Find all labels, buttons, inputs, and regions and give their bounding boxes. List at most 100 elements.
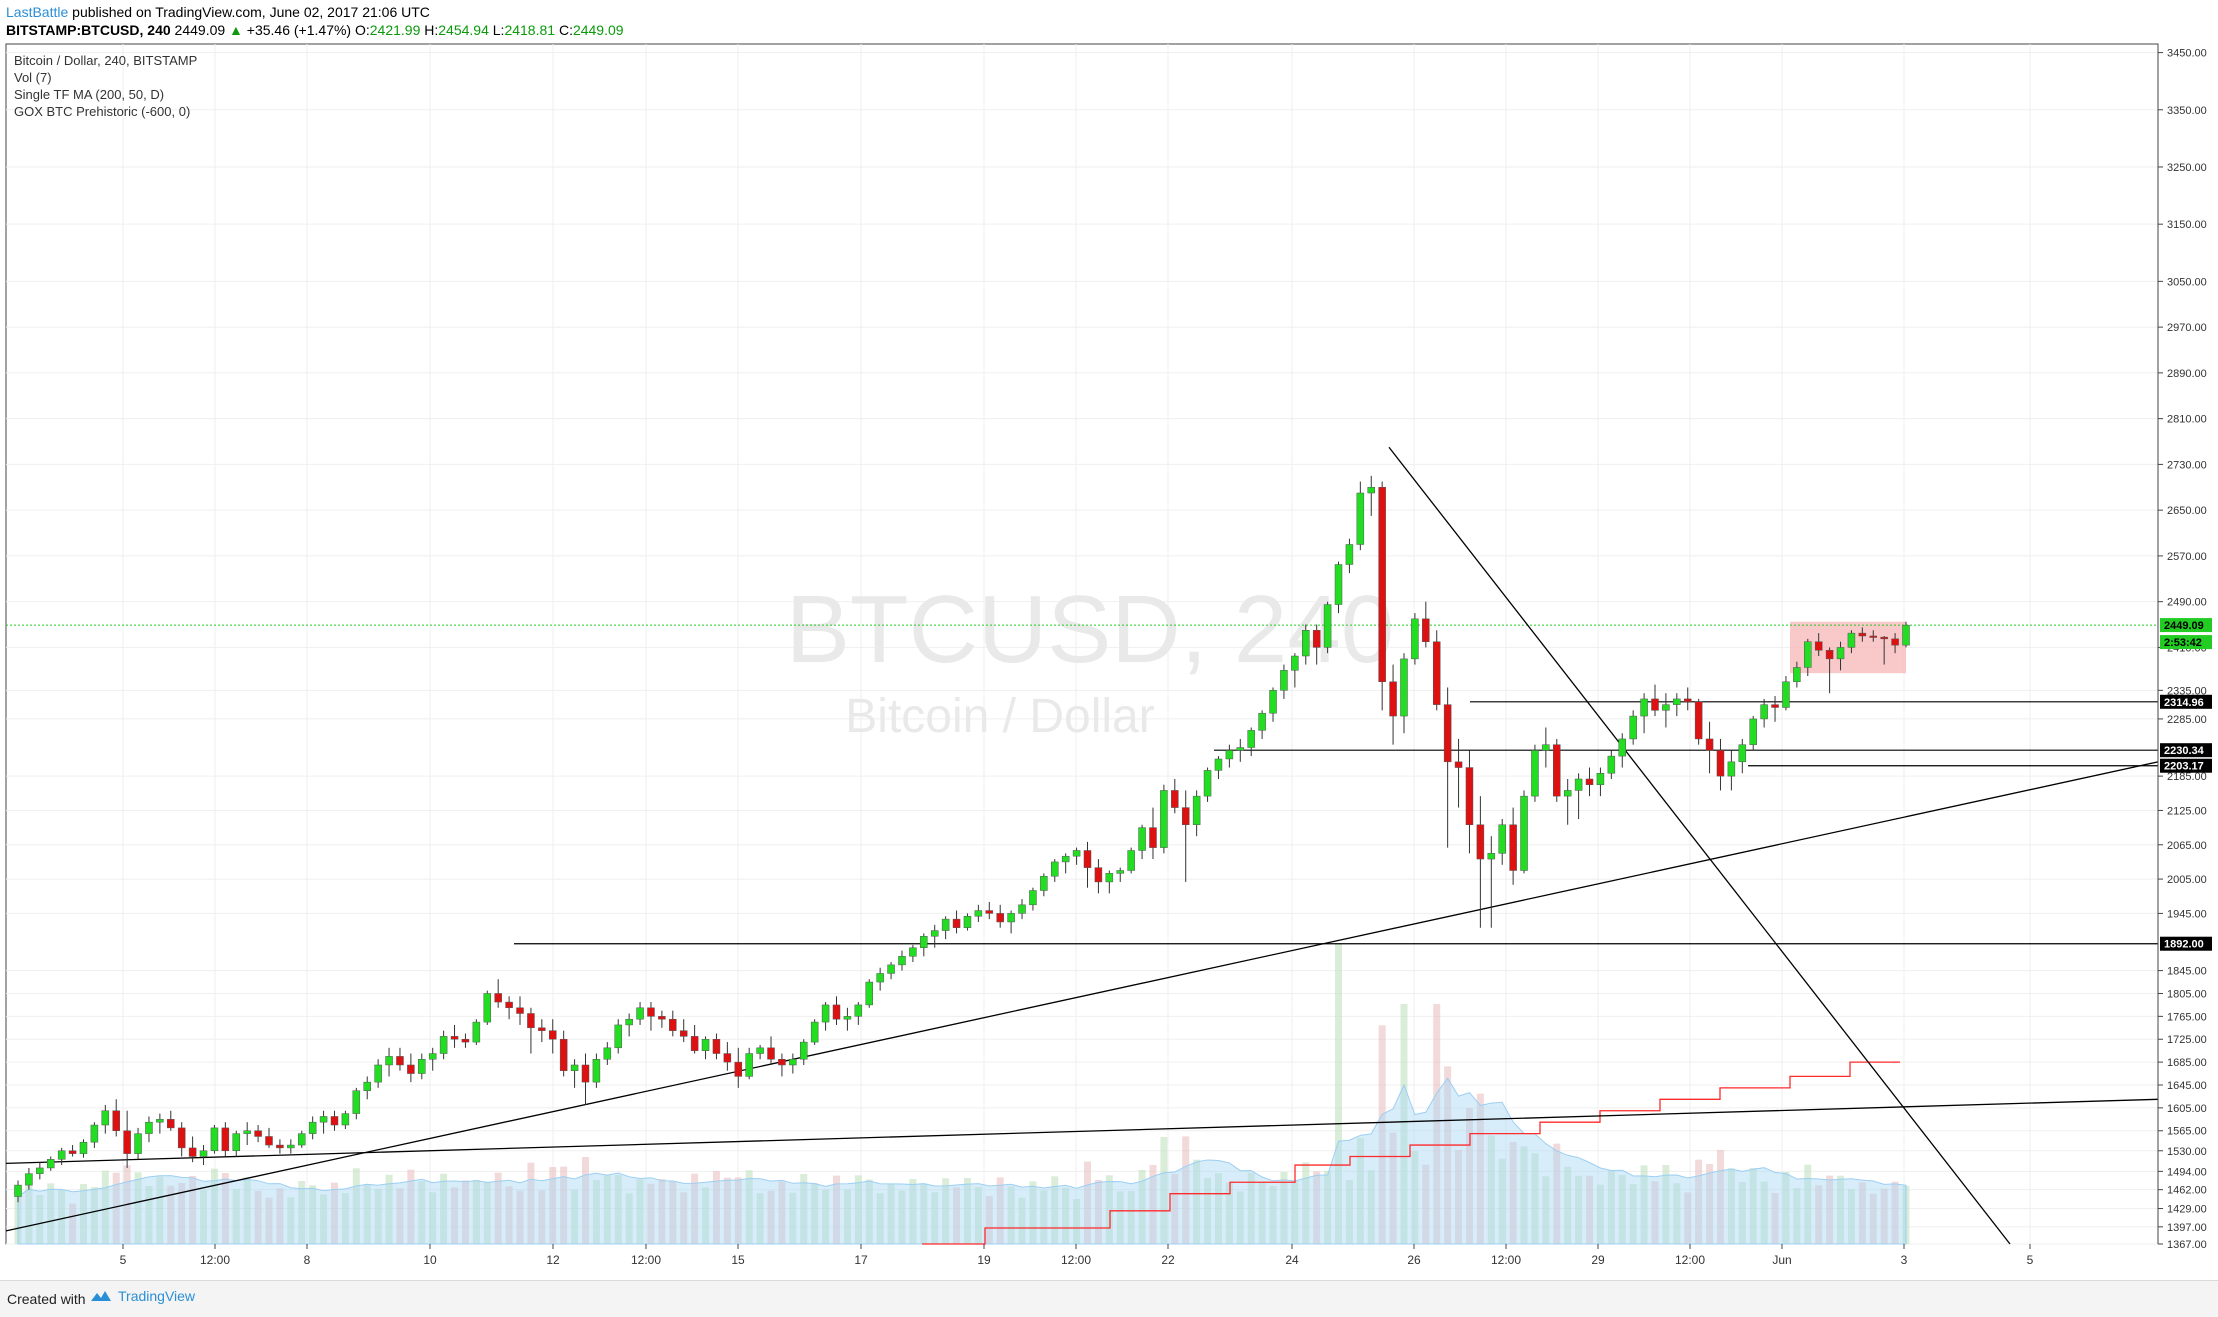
candle-body [68, 1150, 77, 1154]
volume-bar [1171, 1174, 1179, 1244]
tradingview-link[interactable]: TradingView [90, 1288, 195, 1306]
volume-bar [1520, 1146, 1528, 1244]
price-chart[interactable]: BTCUSD, 240 Bitcoin / Dollar 3450.00 3350… [0, 42, 2218, 1280]
candle-body [483, 993, 492, 1023]
candle-body [1083, 850, 1092, 868]
volume-bar [614, 1175, 622, 1244]
volume-bar [1444, 1066, 1452, 1244]
time-tick-label: 29 [1591, 1253, 1605, 1267]
candle-body [1804, 641, 1812, 668]
price-tick-label: 3450.00 [2167, 48, 2207, 60]
candle-body [1345, 544, 1354, 565]
candle-body [1662, 704, 1670, 711]
volume-bar [680, 1192, 688, 1244]
volume-bar [1433, 1004, 1441, 1244]
candle-body [1509, 824, 1517, 871]
volume-bar [1084, 1161, 1092, 1244]
volume-bar [1542, 1176, 1550, 1244]
candle-body [112, 1110, 120, 1131]
volume-bar [36, 1195, 44, 1244]
candle-body [778, 1059, 786, 1066]
candle-body [712, 1038, 721, 1054]
candle-body [996, 913, 1004, 923]
candlesticks [14, 475, 1910, 1203]
candle-body [756, 1047, 764, 1054]
price-tick-label: 2490.00 [2167, 597, 2207, 609]
legend-gox: GOX BTC Prehistoric (-600, 0) [14, 104, 190, 119]
volume-bar [90, 1187, 98, 1244]
chart-canvas[interactable]: BTCUSD, 240 Bitcoin / Dollar 3450.00 3350… [0, 42, 2218, 1280]
candle-body [1367, 487, 1375, 494]
candle-body [985, 910, 994, 914]
candle-body [243, 1130, 251, 1134]
legend-title: Bitcoin / Dollar, 240, BITSTAMP [14, 53, 197, 68]
volume-bar [330, 1182, 338, 1244]
volume-bar [1673, 1183, 1681, 1244]
author-link[interactable]: LastBattle [6, 4, 69, 20]
volume-bar [200, 1189, 208, 1244]
volume-bar [407, 1169, 415, 1244]
volume-bar [1225, 1182, 1233, 1244]
moving-average-line [922, 1061, 1900, 1245]
candle-body [1476, 824, 1485, 860]
volume-bar [1345, 1180, 1353, 1244]
time-tick-label: 12 [546, 1253, 560, 1267]
symbol-label: BITSTAMP:BTCUSD, 240 [6, 22, 171, 38]
volume-bar [985, 1196, 993, 1244]
candle-body [1683, 698, 1692, 703]
price-tags: 2449.09 2:53:42 2314.96 2230.34 2203.17 1892.… [2160, 618, 2212, 951]
volume-bar [145, 1186, 153, 1244]
candle-body [854, 1004, 863, 1017]
price-tick-label: 1685.00 [2167, 1057, 2207, 1069]
candle-body [134, 1133, 142, 1154]
time-axis[interactable]: 5 12:00 8 10 12 12:00 15 17 19 12:00 22 24 26 12:00 29… [120, 1244, 2034, 1267]
volume-bar [843, 1189, 851, 1244]
price-tick-label: 2890.00 [2167, 368, 2207, 380]
candle-body [636, 1007, 644, 1020]
volume-bar [625, 1193, 633, 1244]
candle-body [1203, 770, 1212, 797]
volume-bar [189, 1176, 197, 1244]
candle-body [1793, 667, 1801, 683]
volume-bar [1094, 1180, 1102, 1244]
volume-bar [1018, 1197, 1026, 1244]
candle-body [909, 947, 917, 957]
candle-body [1596, 773, 1605, 785]
price-tick-label: 1725.00 [2167, 1034, 2207, 1046]
volume-bar [581, 1157, 589, 1244]
candle-body [276, 1144, 284, 1149]
volume-bar [1837, 1175, 1845, 1244]
candle-body [79, 1141, 88, 1154]
candle-body [287, 1144, 295, 1149]
price-tag-bg [2160, 743, 2212, 758]
volume-bar [1869, 1193, 1877, 1244]
volume-bar [1236, 1191, 1244, 1244]
volume-bar [592, 1180, 600, 1244]
ohlc-info: BITSTAMP:BTCUSD, 240 2449.09 ▲ +35.46 (+… [6, 21, 624, 39]
volume-bar [309, 1185, 317, 1244]
volume-bar [1465, 1108, 1473, 1244]
time-tick-label: 19 [977, 1253, 991, 1267]
change-arrow-icon: ▲ [229, 22, 243, 38]
price-tag-text: 2:53:42 [2164, 637, 2202, 649]
volume-bar [374, 1188, 382, 1244]
price-change: +35.46 (+1.47%) [246, 22, 352, 38]
created-with-text: Created with [7, 1291, 86, 1307]
candle-body [1138, 827, 1146, 851]
candle-body [920, 936, 928, 948]
price-axis[interactable]: 3450.00 3350.00 3250.00 3150.00 3050.00 2970.… [2157, 44, 2207, 1251]
time-tick-label: 17 [854, 1253, 868, 1267]
volume-bar [778, 1181, 786, 1244]
volume-bar [1105, 1175, 1113, 1244]
price-tick-label: 3250.00 [2167, 162, 2207, 174]
volume-bar [1040, 1190, 1048, 1244]
volume-bar [1280, 1172, 1288, 1244]
time-tick-label: 24 [1285, 1253, 1299, 1267]
candle-body [1051, 861, 1059, 877]
legend-ma: Single TF MA (200, 50, D) [14, 87, 164, 102]
chart-header: LastBattle published on TradingView.com,… [0, 0, 2218, 42]
candle-body [1356, 492, 1365, 545]
volume-bar [1586, 1175, 1594, 1244]
volume-bar [1804, 1164, 1812, 1244]
price-tick-label: 1565.00 [2167, 1126, 2207, 1138]
